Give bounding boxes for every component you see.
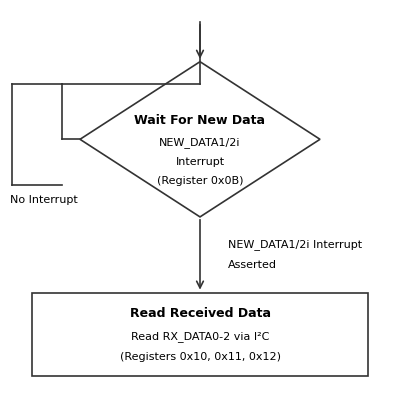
FancyBboxPatch shape [32,293,368,376]
Text: (Register 0x0B): (Register 0x0B) [157,176,243,186]
Polygon shape [80,62,320,217]
Text: NEW_DATA1/2i: NEW_DATA1/2i [159,137,241,148]
Text: No Interrupt: No Interrupt [10,195,78,205]
Text: NEW_DATA1/2i Interrupt: NEW_DATA1/2i Interrupt [228,239,362,250]
Text: (Registers 0x10, 0x11, 0x12): (Registers 0x10, 0x11, 0x12) [120,352,280,363]
Text: Read RX_DATA0-2 via I²C: Read RX_DATA0-2 via I²C [131,331,269,342]
Text: Wait For New Data: Wait For New Data [134,114,266,127]
Text: Read Received Data: Read Received Data [130,307,270,320]
Text: Asserted: Asserted [228,259,277,270]
Text: Interrupt: Interrupt [176,157,224,168]
